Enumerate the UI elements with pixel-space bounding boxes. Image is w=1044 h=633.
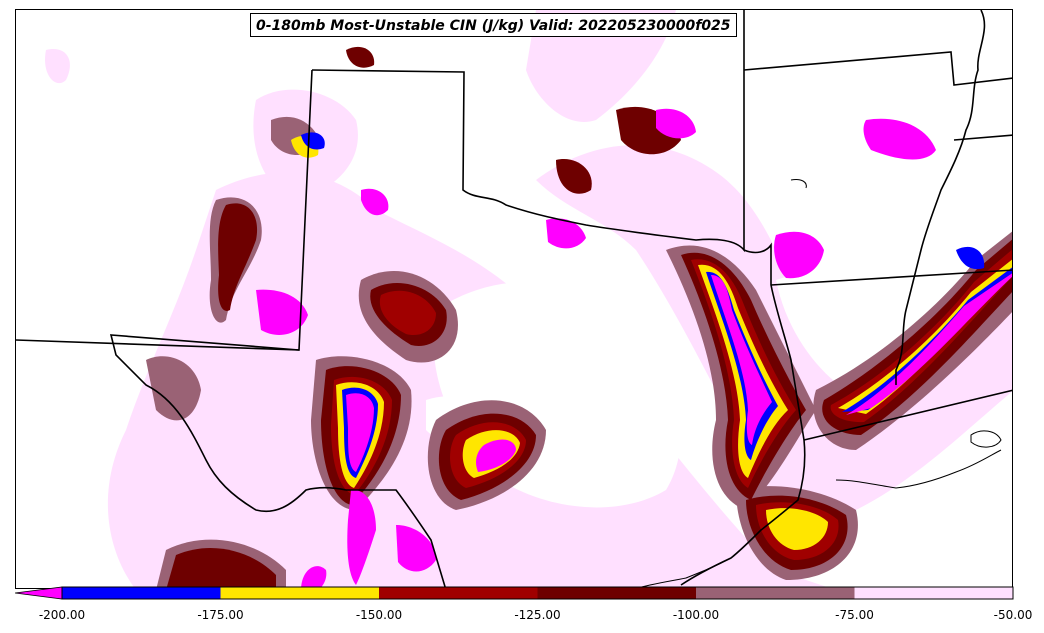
colorbar-bins (62, 587, 1013, 599)
colorbar-outline (61, 586, 1014, 600)
cin-field-map (16, 10, 1012, 588)
coastline-details (635, 179, 1002, 588)
colorbar-tick-label: -175.00 (197, 608, 244, 622)
colorbar-bin (537, 587, 696, 599)
colorbar-bin (854, 587, 1013, 599)
map-panel (15, 9, 1013, 589)
colorbar-tick-label: -50.00 (993, 608, 1033, 622)
colorbar-bin (379, 587, 538, 599)
map-title: 0-180mb Most-Unstable CIN (J/kg) Valid: … (250, 13, 737, 37)
colorbar (15, 586, 1014, 600)
colorbar-tick-label: -150.00 (355, 608, 403, 622)
colorbar-tick-label: -125.00 (514, 608, 561, 622)
colorbar-underflow-triangle (15, 586, 63, 600)
colorbar-bin (62, 587, 221, 599)
colorbar-bin (696, 587, 855, 599)
cin-magenta-core (256, 108, 1012, 588)
colorbar-tick-label: -100.00 (672, 608, 720, 622)
colorbar-tick-label: -75.00 (835, 608, 874, 622)
state-borders (16, 10, 1012, 588)
colorbar-tick-label: -200.00 (38, 608, 86, 622)
colorbar-bin (220, 587, 379, 599)
